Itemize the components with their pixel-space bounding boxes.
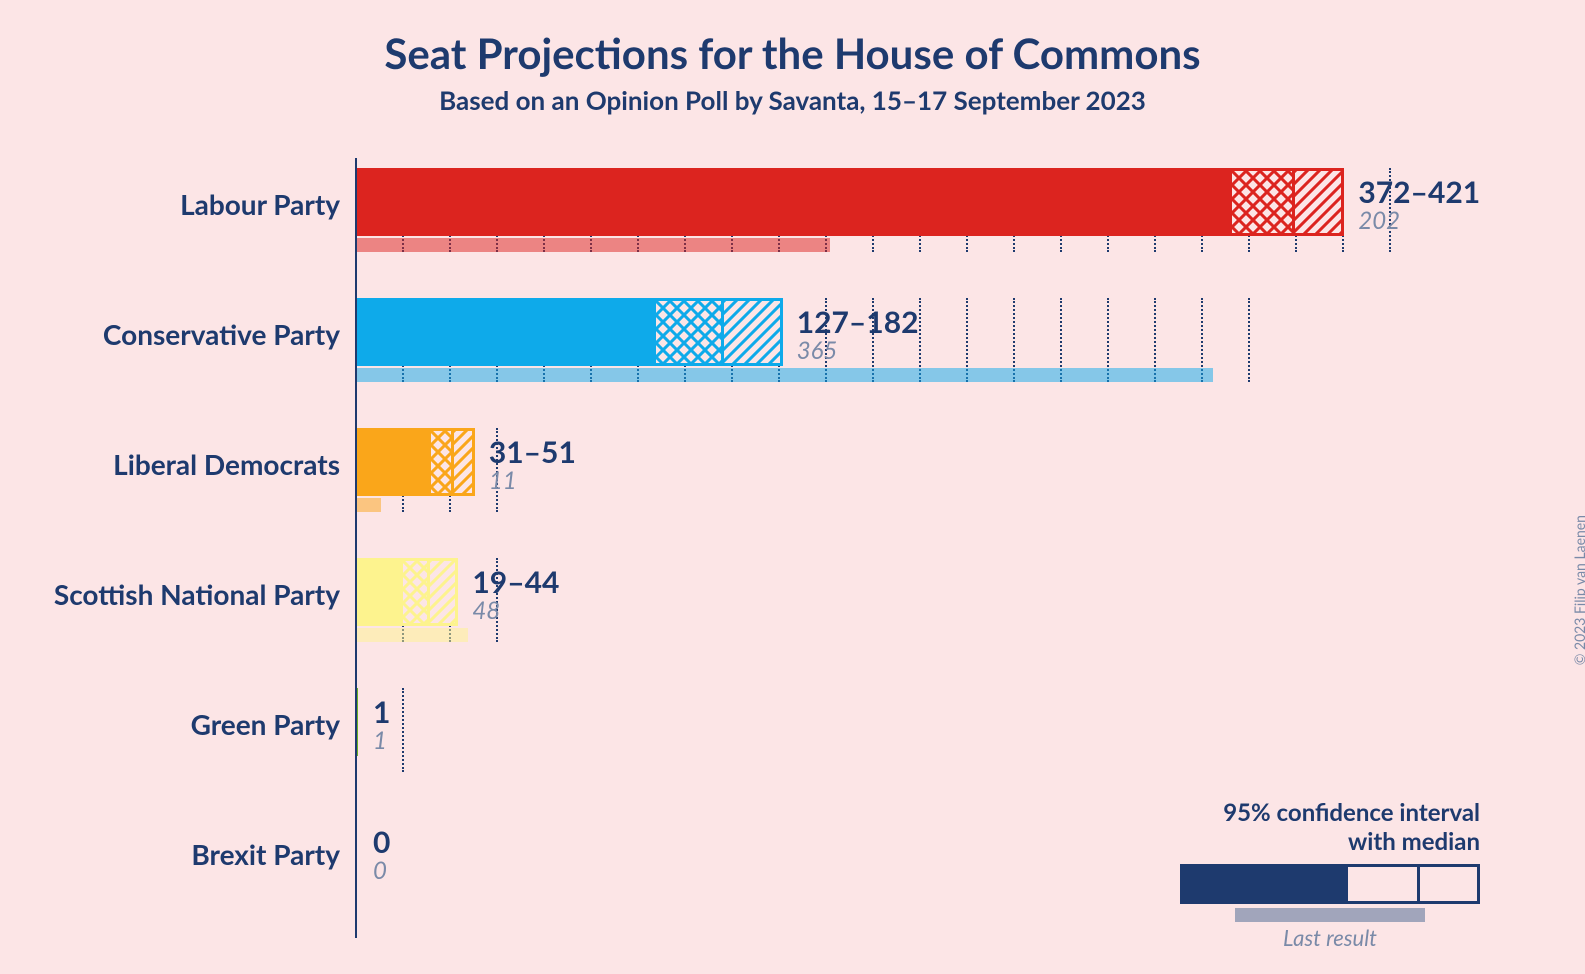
ci-bar-crosshatch bbox=[428, 428, 454, 496]
prev-result-label: 202 bbox=[1358, 206, 1400, 235]
legend-line2: with median bbox=[1180, 827, 1480, 856]
party-label: Scottish National Party bbox=[0, 577, 340, 611]
chart-title: Seat Projections for the House of Common… bbox=[0, 28, 1585, 78]
ci-bar-diag bbox=[724, 298, 783, 366]
chart-subtitle: Based on an Opinion Poll by Savanta, 15–… bbox=[0, 84, 1585, 116]
prev-result-label: 11 bbox=[489, 466, 517, 495]
ci-bar-crosshatch bbox=[1229, 168, 1295, 236]
ci-bar-solid bbox=[355, 428, 428, 496]
range-label: 372–421 bbox=[1358, 174, 1480, 210]
prev-result-label: 0 bbox=[373, 856, 387, 885]
party-row: Conservative Party 127–182365 bbox=[0, 298, 1585, 382]
legend-line1: 95% confidence interval bbox=[1180, 798, 1480, 827]
party-label: Liberal Democrats bbox=[0, 447, 340, 481]
party-row: Green Party 11 bbox=[0, 688, 1585, 772]
party-row: Scottish National Party 19–4448 bbox=[0, 558, 1585, 642]
legend-ci-solid bbox=[1180, 864, 1345, 904]
party-row: Liberal Democrats 31–5111 bbox=[0, 428, 1585, 512]
ci-bar-diag bbox=[1295, 168, 1344, 236]
range-label: 0 bbox=[373, 824, 390, 860]
party-label: Brexit Party bbox=[0, 837, 340, 871]
legend-last-result-label: Last result bbox=[1180, 924, 1480, 951]
ci-bar-solid bbox=[355, 168, 1229, 236]
range-label: 1 bbox=[373, 694, 390, 730]
ci-bar-crosshatch bbox=[653, 298, 724, 366]
legend-prev-bar bbox=[1235, 908, 1425, 922]
axis-origin bbox=[355, 158, 357, 938]
prev-result-bar bbox=[355, 498, 381, 512]
ci-bar-solid bbox=[355, 298, 653, 366]
prev-result-label: 48 bbox=[472, 596, 500, 625]
prev-result-label: 365 bbox=[797, 336, 838, 365]
gridline bbox=[402, 688, 404, 772]
credit-text: © 2023 Filip van Laenen bbox=[1571, 515, 1585, 665]
range-label: 127–182 bbox=[797, 304, 919, 340]
range-label: 31–51 bbox=[489, 434, 576, 470]
ci-bar-crosshatch bbox=[400, 558, 431, 626]
gridline bbox=[1248, 298, 1250, 382]
legend-ci-cross bbox=[1345, 864, 1420, 904]
prev-result-label: 1 bbox=[373, 726, 387, 755]
prev-result-bar bbox=[355, 368, 1213, 382]
range-label: 19–44 bbox=[472, 564, 559, 600]
legend-ci-box bbox=[1180, 864, 1480, 904]
prev-result-bar bbox=[355, 238, 830, 252]
ci-bar-diag bbox=[430, 558, 458, 626]
legend-ci-diag bbox=[1420, 864, 1480, 904]
ci-bar-diag bbox=[454, 428, 475, 496]
party-label: Green Party bbox=[0, 707, 340, 741]
legend: 95% confidence interval with median Last… bbox=[1180, 798, 1480, 951]
ci-bar-solid bbox=[355, 558, 400, 626]
party-row: Labour Party 372–421202 bbox=[0, 168, 1585, 252]
party-label: Labour Party bbox=[0, 187, 340, 221]
legend-last-result-bar bbox=[1180, 908, 1480, 922]
party-label: Conservative Party bbox=[0, 317, 340, 351]
prev-result-bar bbox=[355, 628, 468, 642]
